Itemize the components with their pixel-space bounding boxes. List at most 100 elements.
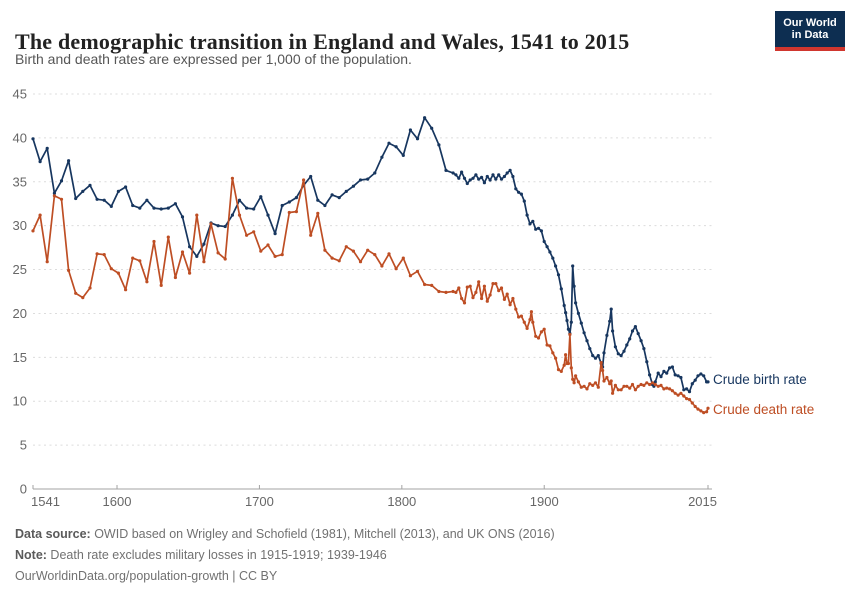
crude-death-rate-point [696,407,700,411]
crude-birth-rate-point [616,352,620,356]
crude-birth-rate-point [471,176,475,180]
crude-birth-rate-point [519,192,524,196]
crude-death-rate-point [59,197,64,201]
crude-death-rate-point [437,289,441,294]
crude-birth-rate-point [67,159,71,163]
crude-birth-rate-point [668,366,672,370]
crude-death-rate-point [569,366,573,370]
crude-death-rate-point [601,368,605,373]
crude-death-rate-point [394,267,398,271]
crude-birth-rate-point [702,374,706,378]
crude-birth-rate-point [430,126,434,130]
crude-death-rate-point [230,176,234,180]
crude-death-rate-point [676,393,680,397]
crude-death-rate-point [502,297,506,301]
crude-death-rate-point [45,260,49,264]
crude-death-rate-point [574,374,578,378]
crude-death-rate-point [670,389,675,393]
crude-death-rate-point [559,369,563,373]
crude-death-rate-point [109,267,113,271]
owid-logo[interactable]: Our World in Data [775,11,845,51]
crude-birth-rate-point [358,178,363,182]
crude-death-rate-point [645,381,649,385]
gridlines [33,93,712,446]
footer-note-text: Death rate excludes military losses in 1… [46,548,387,562]
crude-death-rate-point [608,382,612,386]
crude-death-rate-point [494,282,498,286]
crude-birth-rate-point [309,174,313,179]
svg-text:0: 0 [20,482,27,497]
crude-death-rate-point [539,330,544,334]
crude-birth-rate-point [542,239,546,244]
crude-birth-rate-point [423,116,427,120]
crude-death-rate-point [223,257,227,261]
crude-death-rate-point [152,239,156,244]
owid-logo-line2: in Data [791,29,829,41]
crude-death-rate-point [536,336,541,340]
crude-death-rate-point [531,320,535,324]
crude-birth-rate-point [536,226,541,230]
crude-death-rate-point [252,230,256,234]
crude-death-rate-point [477,280,481,284]
crude-death-rate-point [491,282,495,286]
footer-source-label: Data source: [15,527,91,541]
crude-death-rate-point [571,377,575,381]
crude-birth-rate-point [482,181,486,185]
crude-death-rate-point [116,271,120,275]
crude-death-rate-point [633,388,638,392]
crude-birth-rate-point [642,347,646,351]
crude-birth-rate-point [351,184,355,188]
x-axis: 1541 1600 1700 1800 1900 2015 [31,485,717,509]
crude-death-rate-point [650,381,655,385]
crude-birth-rate-point [124,185,128,189]
crude-birth-rate-point [152,206,156,210]
crude-birth-rate-point [180,215,185,219]
crude-birth-rate-point [138,206,142,210]
crude-death-rate-point [602,379,606,383]
crude-death-rate-point [611,391,615,395]
crude-death-rate-point [373,253,377,257]
crude-death-rate-point [511,296,515,301]
crude-birth-rate-point [485,174,489,179]
crude-birth-rate-point [628,337,632,341]
crude-death-rate-point [508,303,512,307]
crude-birth-rate-point [387,141,391,145]
crude-death-rate-point [81,296,85,300]
crude-birth-rate-point [437,143,441,147]
svg-text:20: 20 [13,306,27,321]
crude-death-rate-point [159,283,163,287]
crude-birth-rate-point [59,179,64,183]
crude-birth-rate-point [648,373,652,377]
chart-subtitle: Birth and death rates are expressed per … [15,51,412,67]
crude-birth-rate-point [266,213,270,217]
crude-death-rate-point [588,382,592,386]
crude-birth-rate-point [502,174,506,179]
crude-death-rate-point [625,384,629,388]
crude-birth-rate-series [31,116,710,394]
crude-birth-rate-point [468,178,472,182]
footer-link[interactable]: OurWorldinData.org/population-growth | C… [15,569,278,583]
crude-death-rate-point [576,380,581,384]
chart-footer: Data source: OWID based on Wrigley and S… [15,524,555,587]
crude-birth-rate-point [491,173,495,177]
crude-birth-rate-point [562,303,566,308]
crude-birth-rate-point [673,373,677,377]
crude-birth-rate-point [460,170,464,174]
crude-birth-rate-point [525,213,529,217]
crude-death-rate-point [497,289,501,293]
crude-death-rate-point [138,259,142,263]
owid-logo-line1: Our World [783,16,837,29]
crude-birth-rate-point [380,155,384,159]
crude-death-rate-series [31,176,710,415]
crude-birth-rate-point [457,176,461,180]
crude-death-rate-point [609,379,613,383]
crude-birth-rate-point [622,349,626,353]
crude-death-rate-point [344,245,348,249]
crude-birth-rate-point [330,193,334,197]
svg-text:15: 15 [13,350,27,365]
crude-death-rate-point [619,388,623,392]
crude-death-rate-point [542,327,546,331]
crude-death-rate-point [451,289,455,294]
crude-death-rate-point [337,259,341,263]
crude-death-rate-point [294,210,298,214]
